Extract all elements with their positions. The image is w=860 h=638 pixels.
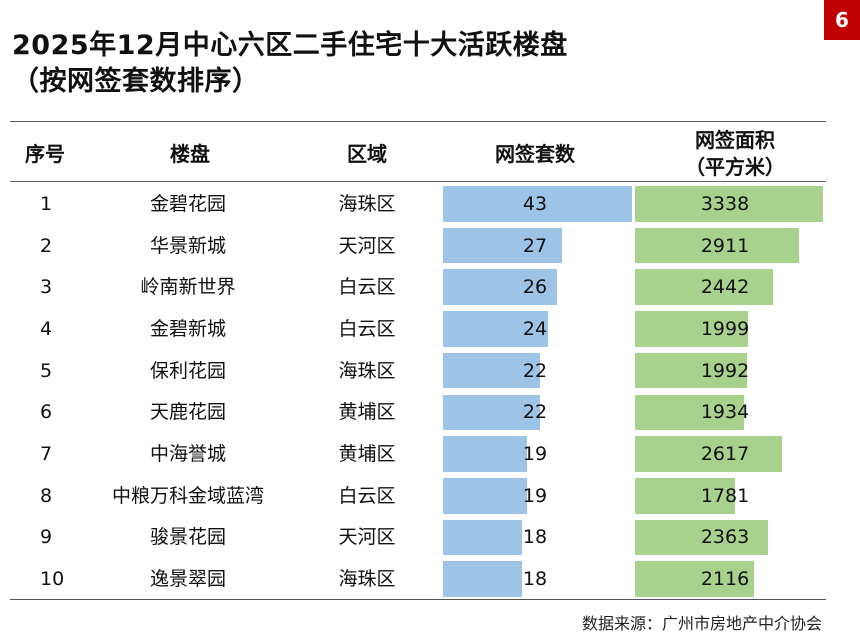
row-district: 白云区 bbox=[338, 276, 396, 299]
row-rank: 7 bbox=[40, 443, 53, 466]
area-value-label: 1934 bbox=[700, 401, 750, 424]
row-rank: 9 bbox=[40, 526, 53, 549]
area-value-label: 2116 bbox=[700, 568, 750, 591]
area-bar bbox=[635, 186, 823, 222]
units-bar bbox=[443, 394, 540, 431]
row-rank: 6 bbox=[40, 401, 53, 424]
page-number-badge: 6 bbox=[824, 0, 860, 40]
header-area-line1: 网签面积 bbox=[695, 128, 775, 152]
units-bar bbox=[443, 561, 523, 597]
units-value-label: 19 bbox=[522, 484, 548, 507]
area-bar bbox=[635, 436, 783, 472]
area-value-label: 1781 bbox=[700, 484, 750, 507]
units-value-label: 26 bbox=[522, 276, 548, 299]
units-bar bbox=[443, 519, 523, 556]
row-project: 逸景翠园 bbox=[149, 568, 226, 591]
title-line-1: 2025年12月中心六区二手住宅十大活跃楼盘 bbox=[12, 30, 568, 61]
area-bar bbox=[635, 519, 769, 556]
row-project: 保利花园 bbox=[149, 359, 226, 382]
row-rank: 8 bbox=[40, 484, 53, 507]
source-note: 数据来源：广州市房地产中介协会 bbox=[581, 614, 822, 633]
row-project: 中粮万科金域蓝湾 bbox=[111, 484, 264, 507]
area-value-label: 2911 bbox=[700, 234, 750, 257]
row-project: 金碧花园 bbox=[149, 192, 226, 215]
units-bar bbox=[443, 269, 558, 306]
area-bar bbox=[635, 477, 736, 514]
units-value-label: 43 bbox=[522, 192, 548, 215]
area-value-label: 2617 bbox=[700, 443, 750, 466]
area-bar bbox=[635, 394, 744, 431]
units-value-label: 24 bbox=[522, 317, 548, 340]
units-value-label: 27 bbox=[522, 234, 548, 257]
page-title: 2025年12月中心六区二手住宅十大活跃楼盘 （按网签套数排序） bbox=[12, 28, 568, 100]
row-project: 天鹿花园 bbox=[149, 401, 226, 424]
row-project: 华景新城 bbox=[149, 234, 226, 257]
row-district: 白云区 bbox=[338, 317, 396, 340]
units-bar bbox=[443, 227, 562, 264]
row-district: 天河区 bbox=[338, 234, 396, 257]
header-units: 网签套数 bbox=[495, 142, 575, 166]
units-bar bbox=[443, 352, 540, 389]
row-project: 金碧新城 bbox=[149, 317, 226, 340]
area-value-label: 2442 bbox=[700, 276, 750, 299]
table-top-rule bbox=[10, 121, 826, 122]
units-bar bbox=[443, 477, 527, 514]
area-bar bbox=[635, 352, 748, 389]
row-rank: 2 bbox=[40, 234, 53, 257]
header-rank: 序号 bbox=[25, 142, 65, 166]
row-rank: 10 bbox=[40, 568, 65, 591]
header-district: 区域 bbox=[347, 142, 387, 166]
row-project: 中海誉城 bbox=[149, 443, 226, 466]
row-district: 黄埔区 bbox=[338, 443, 396, 466]
row-project: 骏景花园 bbox=[149, 526, 226, 549]
units-value-label: 18 bbox=[522, 526, 548, 549]
row-district: 海珠区 bbox=[338, 359, 396, 382]
row-project: 岭南新世界 bbox=[140, 276, 236, 299]
row-district: 海珠区 bbox=[338, 568, 396, 591]
row-district: 白云区 bbox=[338, 484, 396, 507]
area-bar bbox=[635, 227, 799, 264]
row-district: 天河区 bbox=[338, 526, 396, 549]
area-bar bbox=[635, 311, 748, 347]
units-bar bbox=[443, 186, 632, 222]
units-value-label: 22 bbox=[522, 401, 548, 424]
area-value-label: 2363 bbox=[700, 526, 750, 549]
units-value-label: 19 bbox=[522, 443, 548, 466]
row-rank: 4 bbox=[40, 317, 53, 340]
units-value-label: 18 bbox=[522, 568, 548, 591]
row-rank: 1 bbox=[40, 192, 53, 215]
units-bar bbox=[443, 436, 527, 472]
area-value-label: 1999 bbox=[700, 317, 750, 340]
table-header-rule bbox=[10, 181, 826, 182]
row-rank: 3 bbox=[40, 276, 53, 299]
header-area-line2: （平方米） bbox=[685, 155, 785, 179]
title-line-2: （按网签套数排序） bbox=[12, 66, 260, 97]
row-district: 海珠区 bbox=[338, 192, 396, 215]
row-district: 黄埔区 bbox=[338, 401, 396, 424]
area-value-label: 3338 bbox=[700, 192, 750, 215]
area-value-label: 1992 bbox=[700, 359, 750, 382]
units-value-label: 22 bbox=[522, 359, 548, 382]
header-project: 楼盘 bbox=[170, 142, 210, 166]
row-rank: 5 bbox=[40, 359, 53, 382]
table-bottom-rule bbox=[10, 599, 826, 600]
units-bar bbox=[443, 311, 549, 347]
area-bar bbox=[635, 269, 773, 306]
area-bar bbox=[635, 561, 755, 597]
